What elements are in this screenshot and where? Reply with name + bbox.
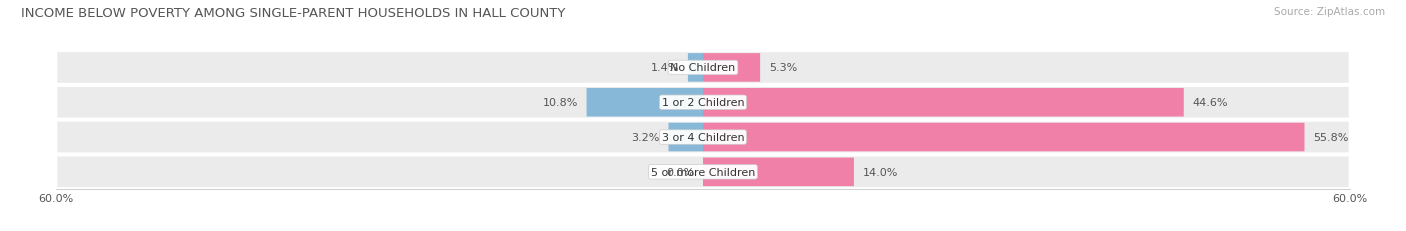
FancyBboxPatch shape — [56, 156, 1350, 188]
Text: Source: ZipAtlas.com: Source: ZipAtlas.com — [1274, 7, 1385, 17]
Text: 10.8%: 10.8% — [543, 98, 578, 108]
Text: 44.6%: 44.6% — [1192, 98, 1227, 108]
FancyBboxPatch shape — [688, 54, 703, 82]
Text: 55.8%: 55.8% — [1313, 132, 1348, 143]
Text: 5.3%: 5.3% — [769, 63, 797, 73]
FancyBboxPatch shape — [56, 52, 1350, 85]
Text: 3 or 4 Children: 3 or 4 Children — [662, 132, 744, 143]
FancyBboxPatch shape — [586, 88, 703, 117]
FancyBboxPatch shape — [703, 88, 1184, 117]
Text: INCOME BELOW POVERTY AMONG SINGLE-PARENT HOUSEHOLDS IN HALL COUNTY: INCOME BELOW POVERTY AMONG SINGLE-PARENT… — [21, 7, 565, 20]
FancyBboxPatch shape — [703, 123, 1305, 152]
Text: 0.0%: 0.0% — [666, 167, 695, 177]
Text: 3.2%: 3.2% — [631, 132, 659, 143]
Text: 14.0%: 14.0% — [862, 167, 898, 177]
FancyBboxPatch shape — [56, 86, 1350, 119]
Text: 5 or more Children: 5 or more Children — [651, 167, 755, 177]
FancyBboxPatch shape — [703, 54, 761, 82]
Text: 1.4%: 1.4% — [651, 63, 679, 73]
Text: 1 or 2 Children: 1 or 2 Children — [662, 98, 744, 108]
Text: No Children: No Children — [671, 63, 735, 73]
FancyBboxPatch shape — [703, 158, 853, 186]
FancyBboxPatch shape — [56, 121, 1350, 154]
FancyBboxPatch shape — [668, 123, 703, 152]
